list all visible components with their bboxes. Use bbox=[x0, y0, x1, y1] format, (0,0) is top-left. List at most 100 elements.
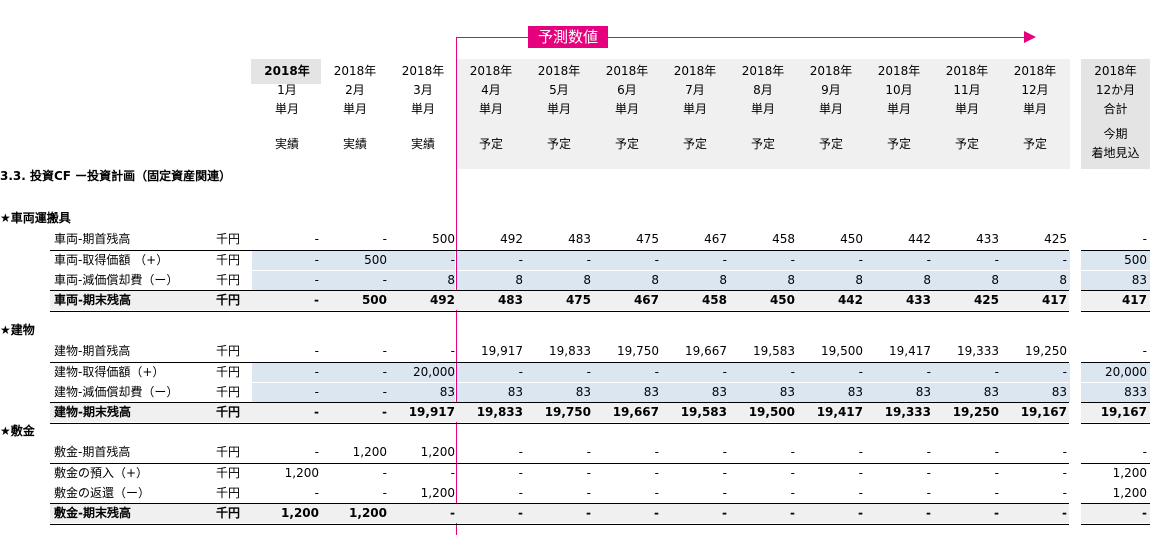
table-cell: - bbox=[518, 364, 523, 379]
row-divider bbox=[50, 290, 1069, 292]
row-label: 車両-減価償却費（ー） bbox=[54, 272, 179, 287]
table-cell: 1,200 bbox=[284, 465, 319, 480]
table-cell: 8 bbox=[787, 272, 795, 287]
column-status: 予定 bbox=[750, 137, 775, 151]
table-cell: - bbox=[586, 445, 591, 460]
column-kind: 単月 bbox=[818, 102, 843, 116]
column-kind: 単月 bbox=[954, 102, 979, 116]
section-title: 3.3. 投資CF ー投資計画（固定資産関連） bbox=[0, 169, 232, 183]
table-cell: - bbox=[722, 445, 727, 460]
table-cell: 1,200 bbox=[349, 506, 387, 521]
column-month: 1月 bbox=[277, 83, 297, 97]
table-cell: - bbox=[1062, 506, 1067, 521]
group-title: ★建物 bbox=[0, 323, 35, 337]
table-cell: - bbox=[314, 485, 319, 500]
row-divider bbox=[50, 402, 1069, 404]
table-cell: 19,500 bbox=[821, 344, 863, 359]
table-cell: 417 bbox=[1041, 293, 1067, 308]
total-cell: 19,167 bbox=[1100, 405, 1147, 420]
table-cell: 483 bbox=[497, 293, 523, 308]
column-month: 7月 bbox=[685, 83, 705, 97]
table-cell: - bbox=[518, 506, 523, 521]
total-cell: - bbox=[1142, 344, 1147, 359]
total-cell: 833 bbox=[1124, 384, 1147, 399]
column-status: 実績 bbox=[410, 137, 435, 151]
table-cell: 83 bbox=[439, 384, 455, 399]
table-cell: 492 bbox=[500, 232, 523, 247]
table-cell: 19,750 bbox=[544, 405, 591, 420]
table-cell: 83 bbox=[575, 384, 591, 399]
row-label: 敷金-期末残高 bbox=[54, 506, 131, 521]
table-cell: - bbox=[790, 485, 795, 500]
forecast-divider-line bbox=[456, 37, 457, 535]
row-divider bbox=[50, 523, 1069, 525]
close-row-bg bbox=[1081, 403, 1150, 423]
table-cell: - bbox=[858, 364, 863, 379]
table-cell: - bbox=[314, 384, 319, 399]
table-cell: - bbox=[790, 445, 795, 460]
header-bg-jan bbox=[251, 59, 321, 84]
table-cell: - bbox=[314, 272, 319, 287]
total-column-kind: 合計 bbox=[1103, 102, 1128, 116]
table-cell: - bbox=[654, 445, 659, 460]
column-kind: 単月 bbox=[478, 102, 503, 116]
table-cell: - bbox=[722, 252, 727, 267]
row-unit: 千円 bbox=[216, 485, 241, 500]
group-title: ★車両運搬具 bbox=[0, 211, 71, 225]
table-cell: 433 bbox=[905, 293, 931, 308]
header-bg-forecast bbox=[457, 59, 1070, 169]
total-cell: 500 bbox=[1124, 252, 1147, 267]
table-cell: 19,667 bbox=[685, 344, 727, 359]
total-column-month: 12か月 bbox=[1095, 83, 1136, 97]
table-cell: - bbox=[382, 344, 387, 359]
table-cell: - bbox=[586, 465, 591, 480]
table-cell: 83 bbox=[779, 384, 795, 399]
table-cell: 8 bbox=[651, 272, 659, 287]
table-cell: - bbox=[722, 465, 727, 480]
column-month: 4月 bbox=[481, 83, 501, 97]
band-row-bg bbox=[1081, 362, 1150, 382]
table-cell: - bbox=[586, 252, 591, 267]
column-year: 2018年 bbox=[945, 64, 989, 78]
row-label: 敷金の返還（ー） bbox=[54, 485, 151, 500]
row-divider bbox=[50, 503, 1069, 505]
table-cell: - bbox=[654, 506, 659, 521]
row-unit: 千円 bbox=[216, 344, 241, 359]
table-cell: - bbox=[382, 272, 387, 287]
table-cell: 19,500 bbox=[748, 405, 795, 420]
table-cell: 19,333 bbox=[957, 344, 999, 359]
table-cell: 467 bbox=[704, 232, 727, 247]
close-row-bg bbox=[1081, 504, 1150, 524]
table-cell: - bbox=[926, 485, 931, 500]
table-cell: - bbox=[314, 232, 319, 247]
row-unit: 千円 bbox=[216, 252, 241, 267]
table-cell: 450 bbox=[769, 293, 795, 308]
table-cell: - bbox=[790, 252, 795, 267]
row-divider bbox=[1081, 422, 1150, 424]
row-label: 建物-期末残高 bbox=[54, 405, 131, 420]
column-kind: 単月 bbox=[750, 102, 775, 116]
column-kind: 単月 bbox=[1022, 102, 1047, 116]
table-cell: 19,750 bbox=[617, 344, 659, 359]
table-cell: 450 bbox=[840, 232, 863, 247]
table-cell: - bbox=[518, 465, 523, 480]
column-year: 2018年 bbox=[605, 64, 649, 78]
column-kind: 単月 bbox=[682, 102, 707, 116]
table-cell: - bbox=[382, 465, 387, 480]
band-row-bg bbox=[457, 250, 1070, 270]
table-cell: 19,333 bbox=[884, 405, 931, 420]
table-cell: 433 bbox=[976, 232, 999, 247]
table-cell: - bbox=[994, 445, 999, 460]
table-cell: - bbox=[382, 405, 387, 420]
table-cell: - bbox=[518, 485, 523, 500]
table-cell: 8 bbox=[583, 272, 591, 287]
row-divider bbox=[1081, 462, 1150, 464]
table-cell: 500 bbox=[364, 252, 387, 267]
table-cell: - bbox=[586, 485, 591, 500]
total-cell: 1,200 bbox=[1112, 465, 1147, 480]
table-cell: - bbox=[382, 384, 387, 399]
total-cell: 417 bbox=[1121, 293, 1147, 308]
table-cell: 19,583 bbox=[680, 405, 727, 420]
table-cell: - bbox=[994, 364, 999, 379]
row-unit: 千円 bbox=[216, 232, 241, 247]
